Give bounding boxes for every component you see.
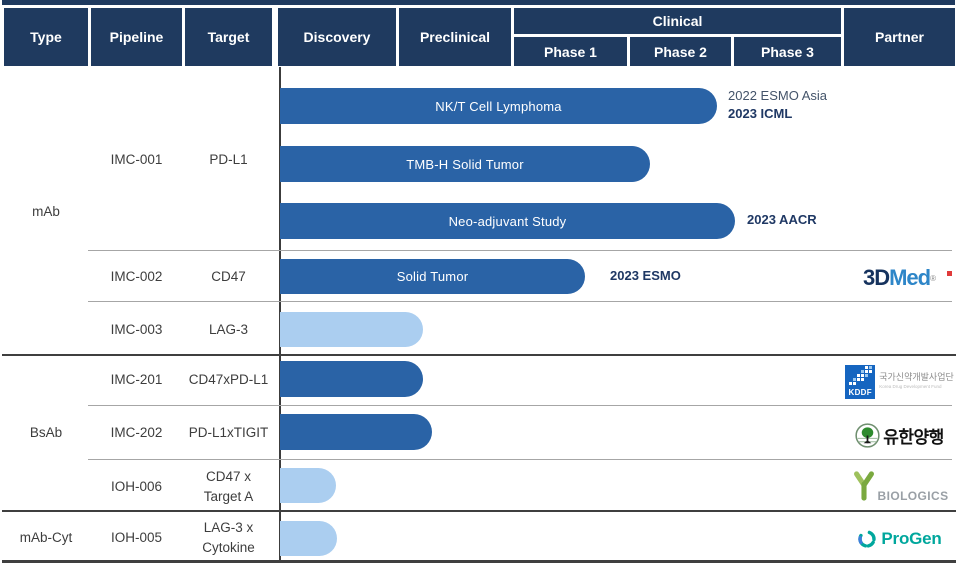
stage-bar-imc003 <box>280 312 423 347</box>
partner-logo-progen: ProGen <box>844 524 955 554</box>
annotation-aacr: 2023 AACR <box>747 212 817 227</box>
target-label-imc003: LAG-3 <box>208 322 249 337</box>
column-header-preclinical: Preclinical <box>399 8 511 66</box>
3dmed-red-dot-icon <box>946 271 952 276</box>
column-header-target: Target <box>185 8 272 66</box>
type-label-mab: mAb <box>32 204 60 219</box>
target-label-line2: Target A <box>203 489 254 504</box>
kddf-emblem-icon: KDDF <box>845 365 876 399</box>
column-header-phase1: Phase 1 <box>514 37 627 66</box>
kddf-korean-name: 국가신약개발사업단 <box>879 372 954 382</box>
pipeline-label-ioh005: IOH-005 <box>110 530 163 545</box>
stage-bar-imc001-tmbh: TMB-H Solid Tumor <box>280 146 650 182</box>
registered-mark: ® <box>930 273 937 283</box>
pipeline-label-imc003: IMC-003 <box>110 322 163 337</box>
stage-bar-imc002: Solid Tumor <box>280 259 585 294</box>
ybiologics-antibody-icon <box>853 471 874 501</box>
kddf-english-name: Korea Drug Development Fund <box>879 384 942 389</box>
target-label-imc201: CD47xPD-L1 <box>188 372 269 387</box>
stage-bar-ioh005 <box>280 521 337 556</box>
target-label-imc001: PD-L1 <box>209 152 248 167</box>
bar-indication-label: Neo-adjuvant Study <box>448 213 567 229</box>
section-divider-mab-bsab <box>2 354 956 357</box>
stage-bar-imc201 <box>280 361 423 397</box>
kddf-abbr-text: KDDF <box>848 388 872 397</box>
type-label-bsab: BsAb <box>29 425 63 440</box>
ybiologics-name-text: BIOLOGICS <box>877 489 949 503</box>
column-header-clinical: Clinical <box>514 8 841 34</box>
pipeline-label-imc201: IMC-201 <box>110 372 163 387</box>
bar-indication-label: TMB-H Solid Tumor <box>406 156 524 172</box>
annotation-esmo-asia: 2022 ESMO Asia <box>728 88 827 103</box>
pipeline-label-imc202: IMC-202 <box>110 425 163 440</box>
partner-logo-3dmed: 3D Med ® <box>844 262 955 294</box>
column-header-pipeline: Pipeline <box>91 8 182 66</box>
kddf-mosaic-icon <box>849 366 873 385</box>
pipeline-label-imc001: IMC-001 <box>110 152 163 167</box>
pipeline-label-ioh006: IOH-006 <box>110 479 163 494</box>
row-separator <box>88 250 952 252</box>
bar-indication-label: Solid Tumor <box>396 269 469 284</box>
target-label-ioh005: LAG-3 x Cytokine <box>181 518 276 558</box>
column-header-discovery: Discovery <box>278 8 396 66</box>
row-separator <box>88 405 952 407</box>
target-label-ioh006: CD47 x Target A <box>181 467 276 507</box>
pipeline-label-imc002: IMC-002 <box>110 269 163 284</box>
stage-bar-imc202 <box>280 414 432 450</box>
bar-indication-label: NK/T Cell Lymphoma <box>435 98 562 114</box>
3dmed-logo-med-text: Med <box>889 265 931 290</box>
progen-circle-icon <box>858 530 877 548</box>
target-label-line2: Cytokine <box>202 540 255 555</box>
column-header-phase2: Phase 2 <box>630 37 731 66</box>
row-separator <box>88 301 952 303</box>
stage-bar-ioh006 <box>280 468 336 503</box>
row-separator <box>88 459 952 461</box>
stage-bar-imc001-nkt-lymphoma: NK/T Cell Lymphoma <box>280 88 717 124</box>
target-label-line1: LAG-3 x <box>203 520 254 535</box>
stage-bar-imc001-neoadjuvant: Neo-adjuvant Study <box>280 203 735 239</box>
header-top-border <box>2 0 955 5</box>
partner-logo-yuhan: 유한양행 <box>844 420 955 450</box>
3dmed-logo-3d-text: 3D <box>862 265 890 290</box>
type-label-mabcyt: mAb-Cyt <box>19 530 73 545</box>
column-header-phase3: Phase 3 <box>734 37 841 66</box>
target-label-line1: CD47 x <box>205 469 251 484</box>
partner-logo-ybiologics: BIOLOGICS <box>844 466 955 506</box>
yuhan-tree-icon <box>855 422 880 448</box>
stage-axis-line <box>279 67 281 561</box>
chart-bottom-border <box>2 560 956 563</box>
column-header-type: Type <box>4 8 88 66</box>
partner-logo-kddf: KDDF 국가신약개발사업단 Korea Drug Development Fu… <box>844 362 955 402</box>
yuhan-name-text: 유한양행 <box>883 427 944 447</box>
kddf-name-block: 국가신약개발사업단 Korea Drug Development Fund <box>879 372 954 392</box>
column-header-partner: Partner <box>844 8 955 66</box>
progen-name-text: ProGen <box>881 529 942 548</box>
section-divider-bsab-mabcyt <box>2 510 956 513</box>
target-label-imc002: CD47 <box>211 269 246 284</box>
target-label-imc202: PD-L1xTIGIT <box>188 425 269 440</box>
annotation-icml: 2023 ICML <box>728 106 793 121</box>
annotation-esmo: 2023 ESMO <box>610 268 681 283</box>
